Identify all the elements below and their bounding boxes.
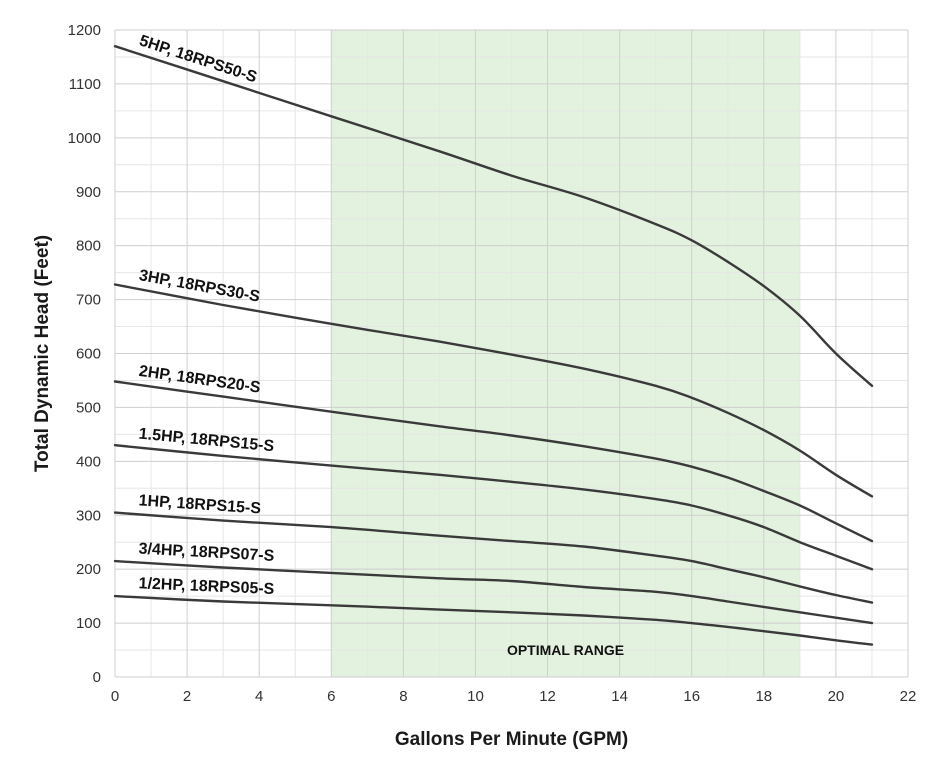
series-label-6: 1/2HP, 18RPS05-S <box>138 575 275 598</box>
x-tick-label: 8 <box>399 688 407 705</box>
series-curve-1 <box>113 283 874 498</box>
optimal-range-label: OPTIMAL RANGE <box>507 642 624 658</box>
x-tick-label: 4 <box>255 688 263 705</box>
x-tick-label: 12 <box>539 688 556 705</box>
series-curves <box>113 45 874 646</box>
y-tick-label: 1100 <box>69 76 101 93</box>
y-tick-label: 1200 <box>68 22 101 39</box>
series-curve-5 <box>113 559 874 625</box>
y-tick-label: 0 <box>93 669 101 686</box>
y-tick-label: 800 <box>76 238 101 255</box>
series-curve-0 <box>113 45 874 387</box>
series-curve-3 <box>113 444 874 571</box>
x-tick-label: 18 <box>755 688 772 705</box>
grid <box>114 29 909 678</box>
y-tick-label: 400 <box>76 453 101 470</box>
series-curve-6 <box>113 594 874 646</box>
x-tick-label: 2 <box>183 688 191 705</box>
y-axis-title: Total Dynamic Head (Feet) <box>32 235 53 472</box>
x-tick-label: 14 <box>611 688 628 705</box>
series-curve-2 <box>113 380 874 543</box>
x-tick-label: 0 <box>111 688 119 705</box>
y-tick-label: 600 <box>76 346 101 363</box>
axes: 0 2 4 6 8 10 12 14 16 18 20 22 0 100 200 300 400 500 600 70… <box>68 22 917 705</box>
x-axis-title: Gallons Per Minute (GPM) <box>395 729 628 750</box>
y-tick-label: 900 <box>76 184 101 201</box>
series-curve-4 <box>113 511 874 604</box>
y-tick-label: 1000 <box>68 130 101 147</box>
x-tick-label: 20 <box>828 688 845 705</box>
x-tick-label: 22 <box>900 688 917 705</box>
y-tick-label: 700 <box>76 292 101 309</box>
y-tick-label: 500 <box>76 399 101 416</box>
x-tick-label: 6 <box>327 688 335 705</box>
x-tick-label: 16 <box>683 688 700 705</box>
x-tick-label: 10 <box>467 688 484 705</box>
y-tick-label: 200 <box>76 561 101 578</box>
y-tick-label: 100 <box>76 615 101 632</box>
y-tick-label: 300 <box>76 507 101 524</box>
